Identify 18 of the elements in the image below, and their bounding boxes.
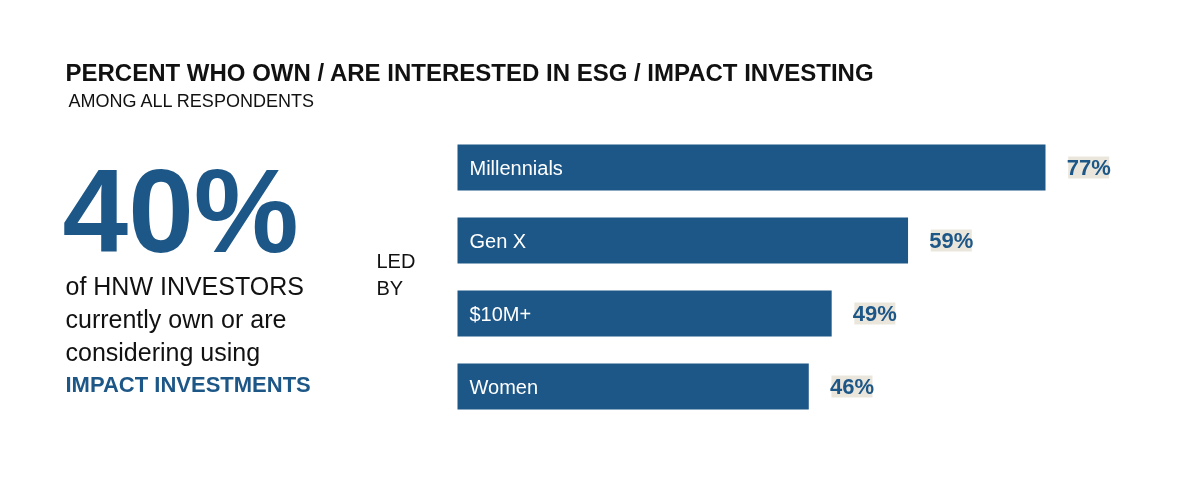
bar xyxy=(457,217,909,264)
bar xyxy=(457,144,1046,191)
text: LED BY xyxy=(376,250,416,299)
data-label: 49% xyxy=(852,301,897,326)
y-tick-label: $10M+ xyxy=(469,302,532,325)
text: IMPACT INVESTMENTS xyxy=(65,372,311,397)
y-tick-label: Gen X xyxy=(469,229,527,252)
bar xyxy=(457,363,809,410)
bar xyxy=(457,290,832,337)
text: AMONG ALL RESPONDENTS xyxy=(68,90,314,111)
text: currently own or are xyxy=(65,304,287,333)
text: considering using xyxy=(65,337,261,366)
data-label: 59% xyxy=(929,228,974,253)
data-label: 77% xyxy=(1066,155,1111,180)
y-tick-label: Millennials xyxy=(469,156,563,179)
chart-title: PERCENT WHO OWN / ARE INTERESTED IN ESG / IMPACT INVESTING xyxy=(65,59,874,86)
y-tick-label: Women xyxy=(469,375,539,398)
data-label: 46% xyxy=(829,374,874,399)
